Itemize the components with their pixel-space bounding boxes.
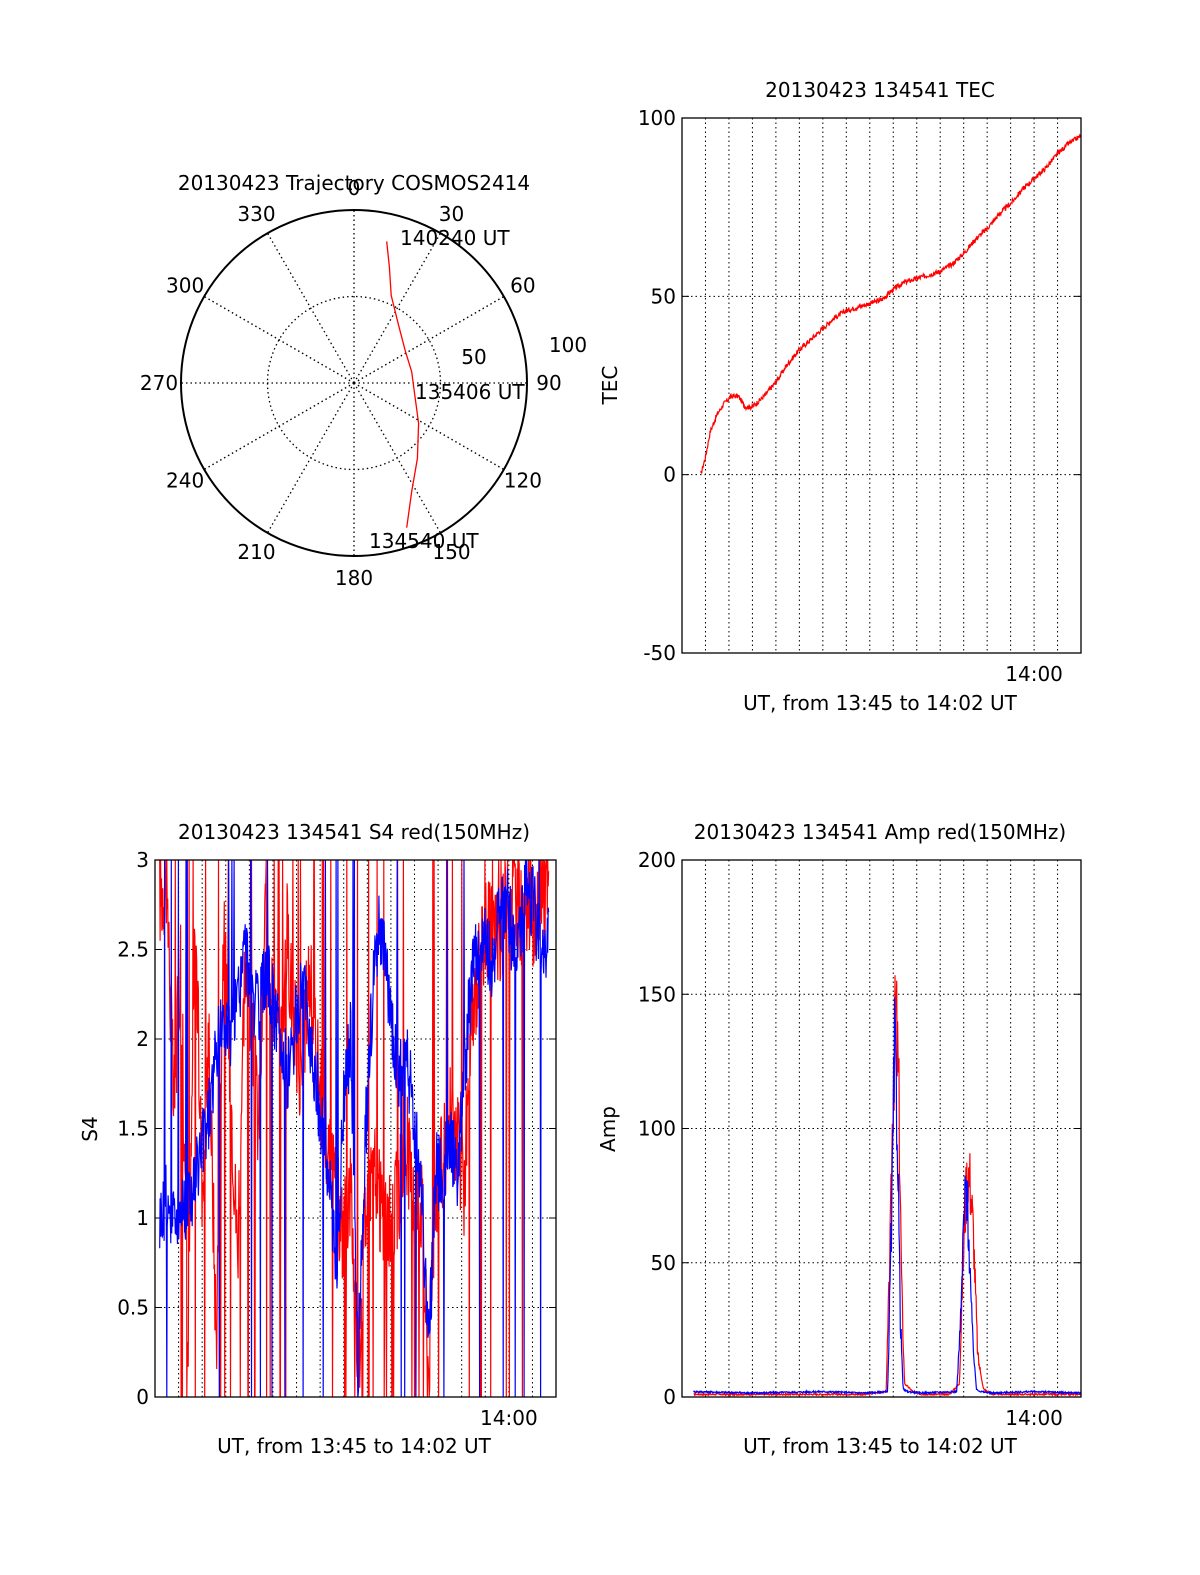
plot-frame [154,859,557,1398]
polar-grid-spoke [266,382,355,534]
y-tick-label: 200 [638,848,676,872]
y-tick-label: -50 [643,641,676,665]
polar-azimuth-label: 210 [237,540,275,564]
trajectory-polar-panel: 20130423 Trajectory COSMOS2414 0 30 60 90 12… [140,171,587,590]
amp-ylabel: Amp [596,1106,620,1152]
polar-azimuth-label: 30 [439,202,464,226]
y-tick-label: 50 [651,1251,676,1275]
trajectory-start-time-label: 134540 UT [369,529,479,553]
y-tick-label: 3 [136,848,149,872]
trajectory-end-time-label: 140240 UT [400,226,510,250]
tec-title: 20130423 134541 TEC [765,78,995,102]
y-tick-label: 100 [638,1117,676,1141]
amp-plot-area: 200 150 100 50 0 14:00 [638,848,1082,1430]
s4-xlabel: UT, from 13:45 to 14:02 UT [217,1434,492,1458]
polar-grid-spoke [353,295,505,384]
x-tick-label: 14:00 [1005,1406,1063,1430]
s4-plot-area: 3 2.5 2 1.5 1 0.5 0 14:00 [117,848,557,1430]
polar-radial-label: 50 [461,345,486,369]
polar-grid-spoke [203,295,355,384]
series-line [700,133,1081,474]
trajectory-mid-time-label: 135406 UT [415,380,525,404]
y-tick-label: 150 [638,982,676,1006]
polar-grid-spoke [266,232,355,384]
s4-panel: 20130423 134541 S4 red(150MHz) 3 2.5 2 1.5 1… [78,820,557,1458]
y-tick-label: 0 [136,1385,149,1409]
polar-grid-spoke [203,382,355,471]
polar-azimuth-label: 240 [166,469,204,493]
polar-grid-spoke [353,382,505,471]
polar-grid [180,209,528,557]
polar-azimuth-label: 180 [335,566,373,590]
s4-ylabel: S4 [78,1116,102,1141]
amp-xlabel: UT, from 13:45 to 14:02 UT [743,1434,1018,1458]
polar-trajectory-line [386,241,420,528]
y-tick-label: 0.5 [117,1296,149,1320]
polar-grid-spoke [353,232,442,384]
polar-azimuth-label: 120 [504,469,542,493]
y-tick-label: 1 [136,1206,149,1230]
y-tick-label: 100 [638,106,676,130]
y-tick-label: 50 [651,284,676,308]
polar-outer-circle [180,209,528,557]
x-tick-label: 14:00 [1005,662,1063,686]
tec-plot-area: 100 50 0 -50 14:00 [638,106,1082,686]
x-tick-label: 14:00 [480,1406,538,1430]
series-line [159,860,550,1397]
polar-grid-spoke [353,382,442,534]
y-tick-label: 0 [663,463,676,487]
y-tick-label: 0 [663,1385,676,1409]
polar-trajectory-series [386,241,420,528]
polar-azimuth-label: 0 [348,176,361,200]
polar-azimuth-label: 90 [536,371,561,395]
polar-azimuth-label: 270 [140,371,178,395]
y-tick-label: 2 [136,1027,149,1051]
polar-radial-labels: 50 100 [461,333,587,369]
polar-azimuth-label: 60 [510,274,535,298]
series-line [693,997,1081,1396]
series-line [693,975,1081,1397]
polar-azimuth-labels: 0 30 60 90 120 150 180 210 240 270 300 330 [140,176,562,590]
tec-xlabel: UT, from 13:45 to 14:02 UT [743,691,1018,715]
amp-panel: 20130423 134541 Amp red(150MHz) 200 150 10… [596,820,1082,1458]
polar-azimuth-label: 330 [237,202,275,226]
polar-radial-label: 100 [549,333,587,357]
polar-azimuth-label: 150 [432,540,470,564]
y-tick-label: 2.5 [117,938,149,962]
y-tick-label: 1.5 [117,1117,149,1141]
tec-ylabel: TEC [598,366,622,406]
plot-frame [681,117,1082,654]
tec-panel: 20130423 134541 TEC 100 50 0 -50 14:00 TEC U… [598,78,1082,715]
polar-azimuth-label: 300 [166,274,204,298]
amp-title: 20130423 134541 Amp red(150MHz) [694,820,1066,844]
series-line [159,860,550,1397]
polar-title: 20130423 Trajectory COSMOS2414 [178,171,530,195]
plot-frame [681,859,1082,1398]
s4-title: 20130423 134541 S4 red(150MHz) [178,820,530,844]
